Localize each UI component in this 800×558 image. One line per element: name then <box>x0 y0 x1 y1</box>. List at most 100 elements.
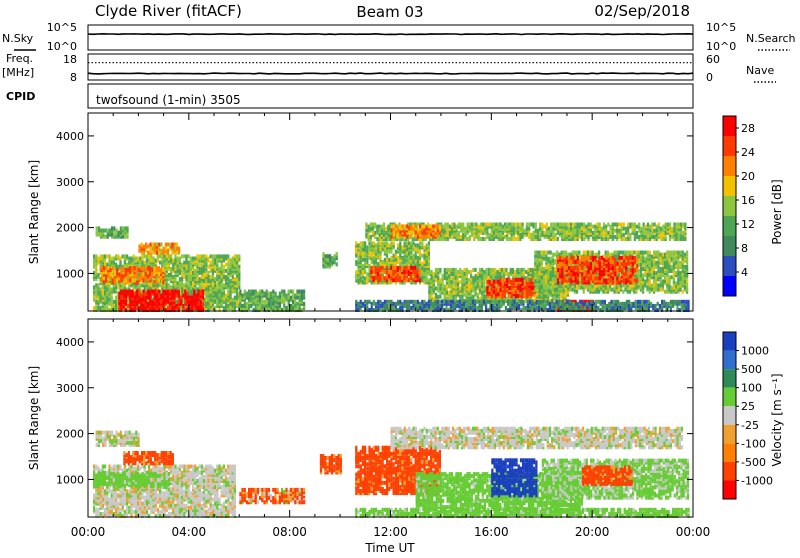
scatter-cell <box>137 257 139 261</box>
scatter-cell <box>555 233 557 237</box>
cpid-panel: CPID twofsound (1-min) 3505 <box>6 84 693 108</box>
scatter-cell <box>458 231 460 235</box>
scatter-cell <box>589 251 591 255</box>
scatter-cell <box>125 294 127 298</box>
scatter-cell <box>93 271 95 275</box>
scatter-cell <box>395 276 397 280</box>
scatter-cell <box>475 282 477 286</box>
scatter-cell <box>125 290 127 294</box>
scatter-cell <box>288 290 290 294</box>
scatter-cell <box>384 270 386 274</box>
scatter-cell <box>437 268 439 272</box>
scatter-cell <box>563 251 565 255</box>
scatter-cell <box>216 271 218 275</box>
scatter-cell <box>376 237 378 241</box>
scatter-cell <box>156 251 158 255</box>
scatter-cell <box>526 278 528 282</box>
scatter-cell <box>682 231 684 235</box>
scatter-cell <box>210 279 212 283</box>
scatter-cell <box>205 254 207 258</box>
scatter-cell <box>515 290 517 294</box>
scatter-cell <box>158 290 160 294</box>
scatter-cell <box>480 237 482 241</box>
scatter-cell <box>136 290 138 294</box>
scatter-cell <box>129 279 131 283</box>
scatter-cell <box>539 251 541 255</box>
freq-left-label: Freq. <box>6 52 33 65</box>
scatter-cell <box>491 223 493 227</box>
scatter-cell <box>504 294 506 298</box>
scatter-cell <box>519 294 521 298</box>
scatter-cell <box>539 267 541 271</box>
scatter-cell <box>166 267 168 271</box>
scatter-cell <box>451 227 453 231</box>
scatter-cell <box>397 229 399 233</box>
scatter-cell <box>536 255 538 259</box>
scatter-cell <box>156 243 158 247</box>
scatter-cell <box>636 231 638 235</box>
scatter-cell <box>511 280 513 284</box>
scatter-cell <box>106 254 108 258</box>
scatter-cell <box>658 223 660 227</box>
scatter-cell <box>120 226 122 230</box>
scatter-cell <box>266 304 268 308</box>
scatter-cell <box>541 261 543 265</box>
scatter-cell <box>381 276 383 280</box>
scatter-cell <box>574 223 576 227</box>
scatter-cell <box>134 292 136 296</box>
scatter-cell <box>124 254 126 258</box>
scatter-cell <box>202 302 204 306</box>
noise-right-tick-top: 10^5 <box>706 21 736 34</box>
scatter-cell <box>497 270 499 274</box>
scatter-cell <box>100 287 102 291</box>
scatter-cell <box>475 235 477 239</box>
scatter-cell <box>406 224 408 228</box>
scatter-cell <box>500 278 502 282</box>
scatter-cell <box>382 241 384 245</box>
scatter-cell <box>227 281 229 285</box>
scatter-cell <box>96 226 98 230</box>
scatter-cell <box>543 257 545 261</box>
scatter-cell <box>377 262 379 266</box>
scatter-cell <box>360 260 362 264</box>
scatter-cell <box>612 235 614 239</box>
scatter-cell <box>453 223 455 227</box>
scatter-cell <box>111 226 113 230</box>
scatter-cell <box>170 277 172 281</box>
scatter-cell <box>417 260 419 264</box>
scatter-cell <box>105 279 107 283</box>
scatter-cell <box>101 266 103 270</box>
scatter-cell <box>279 292 281 296</box>
scatter-cell <box>545 251 547 255</box>
scatter-cell <box>544 231 546 235</box>
scatter-cell <box>545 286 547 290</box>
scatter-cell <box>552 235 554 239</box>
scatter-cell <box>433 272 435 276</box>
scatter-cell <box>536 251 538 255</box>
scatter-cell <box>447 223 449 227</box>
scatter-cell <box>448 268 450 272</box>
scatter-cell <box>423 246 425 250</box>
scatter-cell <box>390 241 392 245</box>
scatter-cell <box>547 271 549 275</box>
scatter-cell <box>503 268 505 272</box>
scatter-cell <box>165 298 167 302</box>
scatter-cell <box>196 263 198 267</box>
scatter-cell <box>238 281 240 285</box>
scatter-cell <box>120 274 122 278</box>
scatter-cell <box>656 233 658 237</box>
scatter-cell <box>288 296 290 300</box>
scatter-cell <box>107 229 109 233</box>
scatter-cell <box>218 254 220 258</box>
scatter-cell <box>464 227 466 231</box>
scatter-cell <box>149 276 151 280</box>
scatter-cell <box>426 235 428 239</box>
scatter-cell <box>550 286 552 290</box>
scatter-cell <box>590 229 592 233</box>
scatter-cell <box>634 237 636 241</box>
scatter-cell <box>202 296 204 300</box>
scatter-cell <box>97 273 99 277</box>
scatter-cell <box>207 275 209 279</box>
scatter-cell <box>543 281 545 285</box>
scatter-cell <box>515 223 517 227</box>
